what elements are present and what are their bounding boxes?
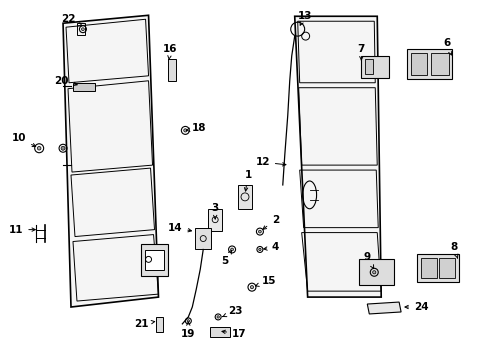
Text: 9: 9 [363, 252, 373, 268]
Circle shape [81, 28, 84, 31]
Text: 12: 12 [255, 157, 285, 167]
Text: 20: 20 [54, 76, 77, 86]
Bar [77, 23, 85, 35]
Circle shape [258, 230, 261, 233]
Bar [168, 59, 176, 81]
Text: 19: 19 [181, 322, 195, 339]
Circle shape [187, 320, 189, 322]
Bar [410, 53, 426, 75]
Text: 14: 14 [167, 222, 191, 233]
Text: 11: 11 [9, 225, 35, 235]
Circle shape [258, 248, 261, 251]
Circle shape [372, 271, 375, 274]
Bar [210, 327, 230, 337]
Bar [208, 209, 222, 231]
Text: 24: 24 [404, 302, 428, 312]
Text: 18: 18 [186, 123, 206, 134]
Bar [195, 228, 211, 249]
Circle shape [61, 146, 65, 150]
Bar [359, 260, 393, 285]
Bar [365, 59, 372, 74]
Text: 7: 7 [357, 44, 364, 60]
Text: 23: 23 [222, 306, 242, 317]
Bar [438, 258, 454, 278]
Polygon shape [366, 302, 400, 314]
Text: 22: 22 [61, 14, 82, 26]
Polygon shape [63, 15, 158, 307]
Text: 3: 3 [211, 203, 218, 219]
Bar [144, 251, 164, 270]
Circle shape [37, 147, 41, 150]
Text: 10: 10 [12, 133, 36, 147]
Text: 15: 15 [255, 276, 276, 287]
Text: 5: 5 [221, 251, 231, 266]
Bar [430, 53, 448, 75]
Circle shape [183, 129, 186, 132]
Text: 16: 16 [163, 44, 177, 60]
Text: 2: 2 [263, 215, 279, 229]
Circle shape [250, 285, 253, 289]
Bar [141, 244, 168, 276]
Text: 4: 4 [263, 243, 279, 252]
Text: 6: 6 [442, 38, 451, 55]
Text: 13: 13 [297, 11, 311, 25]
Text: 1: 1 [244, 170, 251, 191]
Bar [361, 56, 388, 78]
Bar [420, 258, 436, 278]
Text: 21: 21 [134, 319, 154, 329]
Bar [155, 317, 163, 332]
Bar [416, 255, 458, 282]
Bar [73, 83, 95, 91]
Polygon shape [294, 16, 381, 297]
Circle shape [217, 316, 219, 318]
Text: 17: 17 [222, 329, 246, 339]
Circle shape [230, 248, 233, 251]
Text: 8: 8 [449, 243, 457, 258]
Bar [406, 49, 451, 79]
Bar [238, 185, 251, 209]
